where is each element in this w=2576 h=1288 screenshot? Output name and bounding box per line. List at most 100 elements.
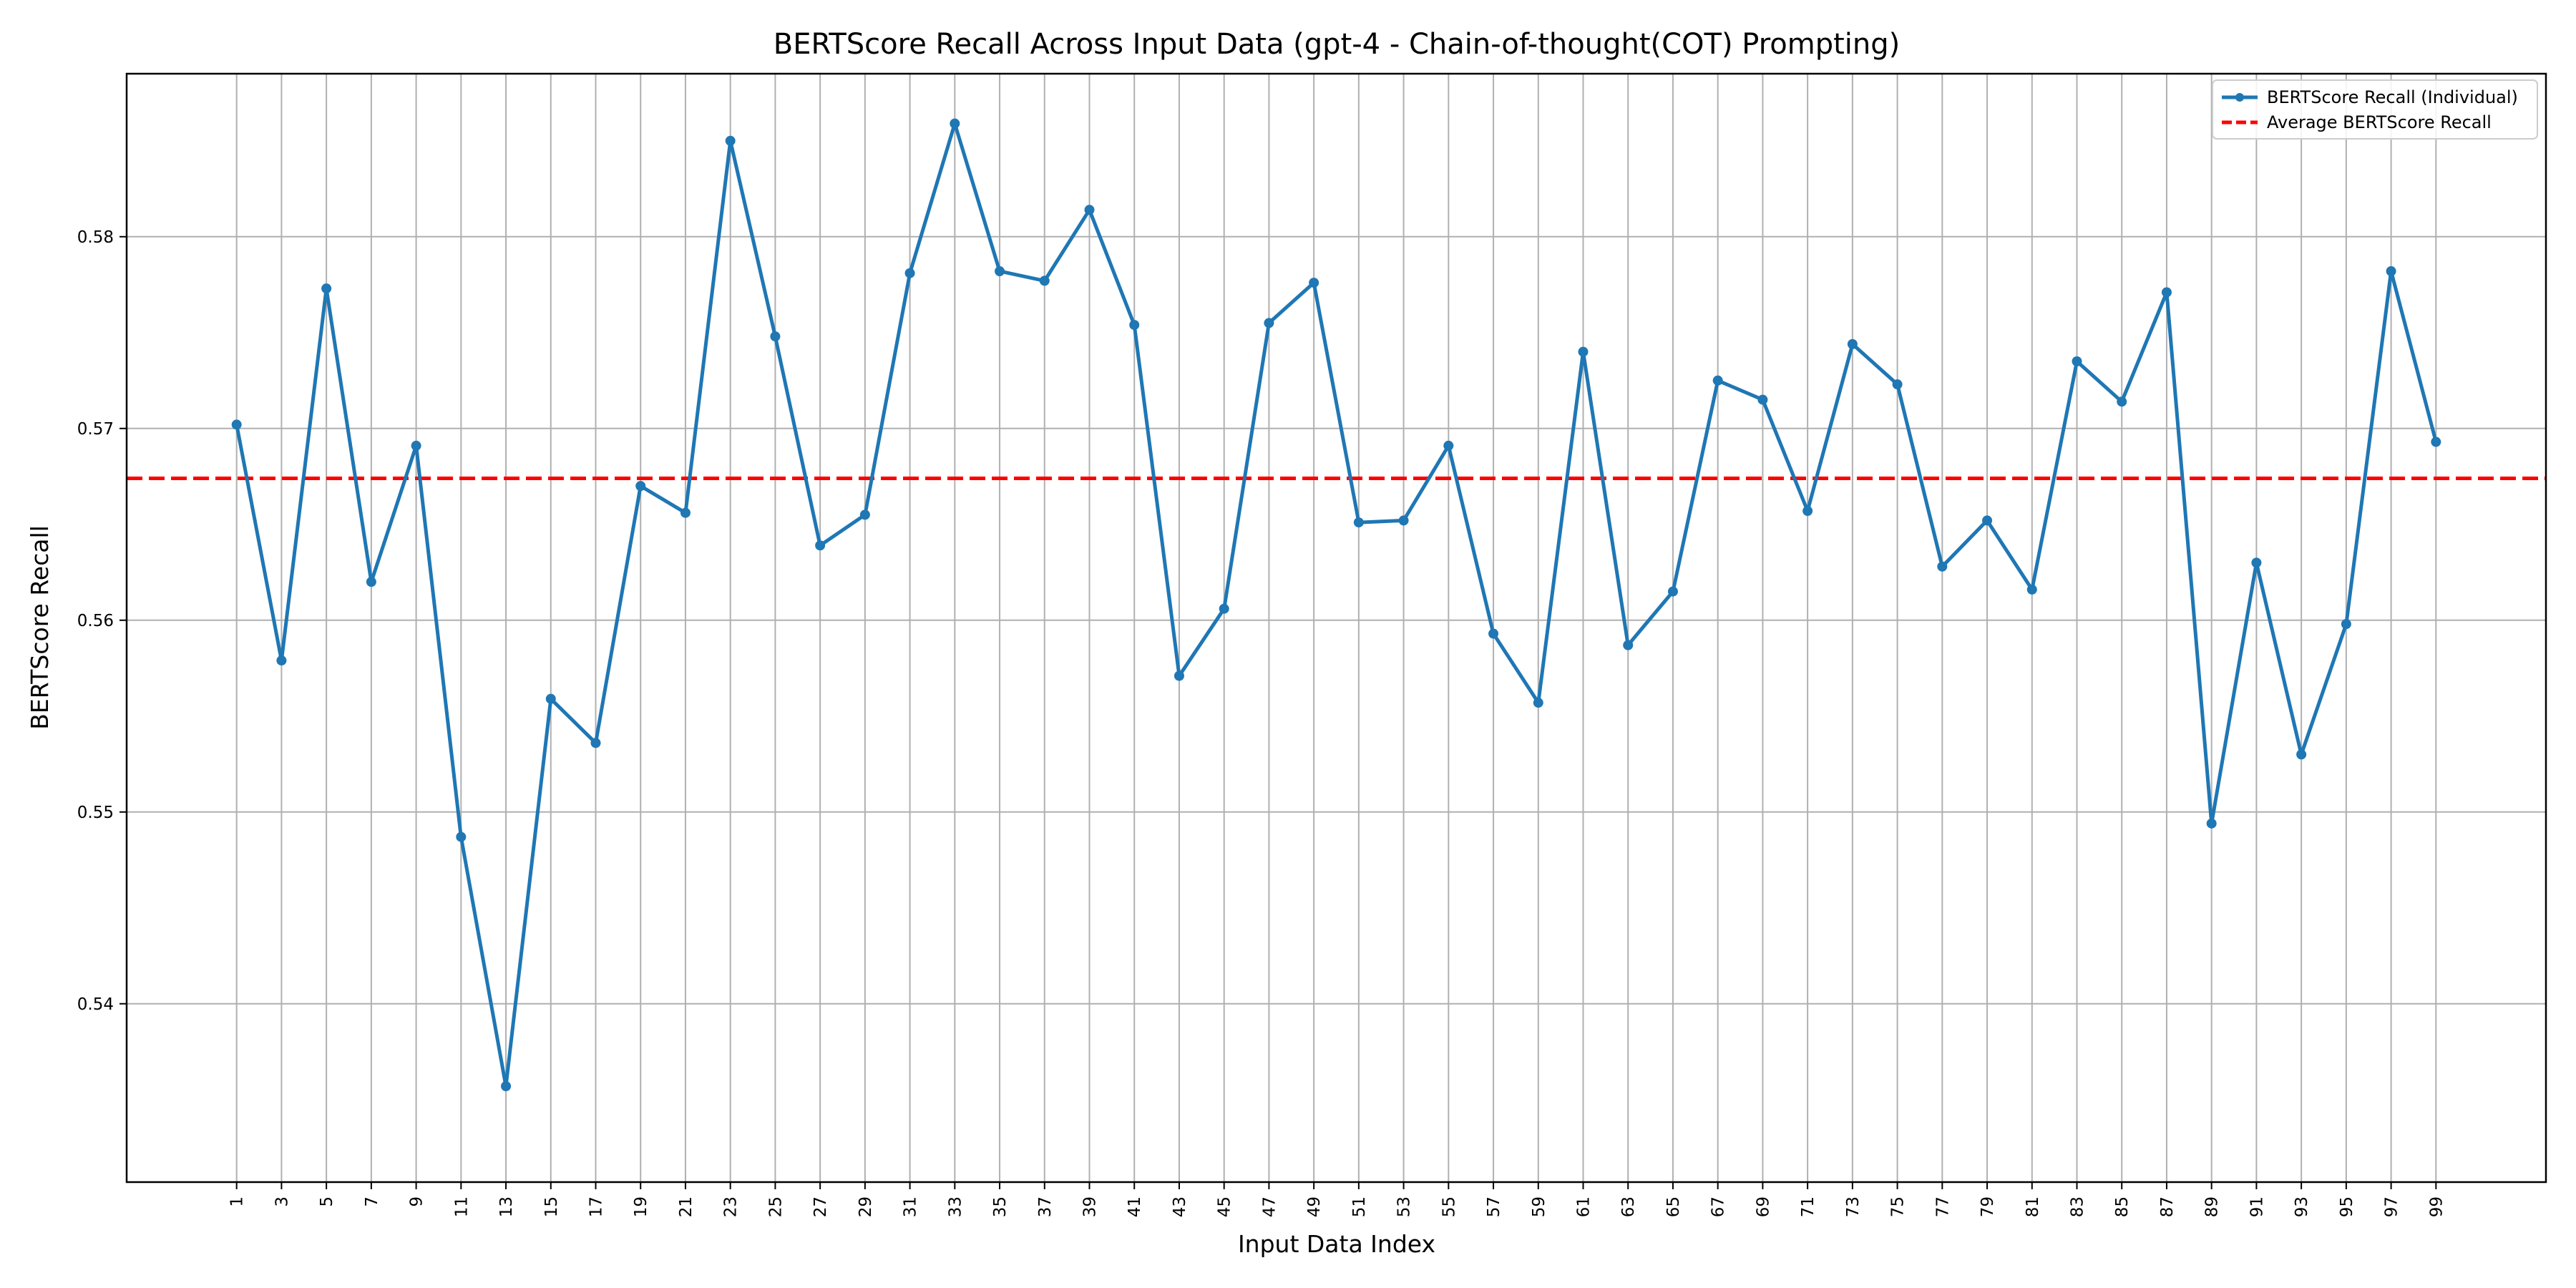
x-tick-label: 63 xyxy=(1619,1196,1638,1217)
x-tick-label: 27 xyxy=(811,1196,830,1217)
x-tick-label: 41 xyxy=(1126,1196,1144,1217)
x-tick-label: 3 xyxy=(273,1196,291,1207)
data-point xyxy=(231,419,242,430)
x-tick-label: 85 xyxy=(2113,1196,2132,1217)
data-point xyxy=(1847,338,1858,349)
x-tick-label: 33 xyxy=(946,1196,965,1217)
x-tick-label: 21 xyxy=(677,1196,696,1217)
legend-box xyxy=(2212,79,2538,140)
y-tick-label: 0.57 xyxy=(77,420,114,439)
data-point xyxy=(680,507,691,518)
data-point xyxy=(1174,670,1184,681)
x-tick-label: 29 xyxy=(857,1196,875,1217)
x-tick-label: 95 xyxy=(2338,1196,2356,1217)
x-tick-label: 65 xyxy=(1664,1196,1683,1217)
x-tick-label: 1 xyxy=(228,1196,247,1207)
data-point xyxy=(456,831,467,842)
x-tick-label: 93 xyxy=(2293,1196,2311,1217)
data-point xyxy=(815,540,826,551)
x-tick-label: 57 xyxy=(1485,1196,1503,1217)
data-point xyxy=(590,738,601,748)
data-point xyxy=(995,266,1005,277)
data-point xyxy=(1982,515,1993,526)
x-tick-label: 43 xyxy=(1171,1196,1189,1217)
x-tick-label: 49 xyxy=(1305,1196,1324,1217)
x-tick-label: 15 xyxy=(542,1196,561,1217)
x-tick-label: 59 xyxy=(1530,1196,1548,1217)
data-point xyxy=(2386,266,2396,277)
data-point xyxy=(859,509,870,520)
data-point xyxy=(950,118,960,129)
data-point xyxy=(366,577,376,587)
x-tick-label: 37 xyxy=(1036,1196,1055,1217)
data-point xyxy=(1443,440,1454,451)
data-point xyxy=(1892,379,1903,390)
data-point xyxy=(1353,517,1364,528)
data-point xyxy=(635,481,646,492)
x-tick-label: 73 xyxy=(1844,1196,1863,1217)
data-point xyxy=(2026,584,2037,595)
data-point xyxy=(1578,346,1589,357)
data-point xyxy=(1084,205,1095,215)
x-ticks: 1 3 5 7 9 11 13 15 17 19 21 23 25 27 29 31 33 35 37 39 41 43 4… xyxy=(228,1182,2446,1217)
x-tick-label: 45 xyxy=(1216,1196,1234,1217)
data-point xyxy=(1219,603,1229,614)
data-point xyxy=(1398,515,1409,526)
x-tick-label: 19 xyxy=(632,1196,650,1217)
data-point xyxy=(2206,818,2217,829)
x-tick-label: 25 xyxy=(766,1196,785,1217)
data-point xyxy=(1757,394,1768,405)
x-tick-label: 97 xyxy=(2383,1196,2401,1217)
x-tick-label: 99 xyxy=(2427,1196,2446,1217)
x-tick-label: 81 xyxy=(2024,1196,2042,1217)
legend-series-label: BERTScore Recall (Individual) xyxy=(2267,87,2518,107)
series-line xyxy=(235,122,2438,1088)
plot-frame xyxy=(125,72,2547,1184)
data-point xyxy=(1712,375,1723,386)
x-tick-label: 71 xyxy=(1799,1196,1818,1217)
data-point xyxy=(1533,698,1543,708)
x-tick-label: 5 xyxy=(318,1196,336,1207)
y-tick-label: 0.58 xyxy=(77,228,114,247)
x-tick-label: 89 xyxy=(2203,1196,2222,1217)
x-tick-label: 87 xyxy=(2158,1196,2177,1217)
x-tick-label: 55 xyxy=(1440,1196,1458,1217)
x-tick-label: 67 xyxy=(1709,1196,1728,1217)
y-axis-label: BERTScore Recall xyxy=(26,525,54,730)
x-tick-label: 17 xyxy=(587,1196,606,1217)
x-tick-label: 91 xyxy=(2248,1196,2266,1217)
data-point xyxy=(2117,396,2127,407)
data-point xyxy=(2072,356,2082,366)
data-point xyxy=(411,440,421,451)
grid-lines xyxy=(127,74,2546,1182)
data-point xyxy=(1802,506,1813,517)
x-tick-label: 11 xyxy=(452,1196,471,1217)
data-point xyxy=(1488,628,1499,639)
data-point xyxy=(2296,749,2307,760)
data-point xyxy=(770,331,781,342)
chart-title: BERTScore Recall Across Input Data (gpt-… xyxy=(774,28,1901,61)
data-point xyxy=(2341,619,2351,630)
x-tick-label: 39 xyxy=(1081,1196,1100,1217)
x-tick-label: 47 xyxy=(1260,1196,1279,1217)
data-point xyxy=(725,135,736,146)
series-lines xyxy=(231,118,2441,1092)
data-point xyxy=(1264,318,1274,328)
data-point xyxy=(321,283,332,294)
x-tick-label: 31 xyxy=(902,1196,920,1217)
y-ticks: 0.54 0.55 0.56 0.57 0.58 xyxy=(77,228,127,1014)
data-point xyxy=(2431,436,2441,447)
y-tick-label: 0.54 xyxy=(77,995,114,1014)
data-point xyxy=(1309,278,1319,288)
data-point xyxy=(1667,586,1678,597)
x-tick-label: 7 xyxy=(363,1196,381,1207)
x-tick-label: 23 xyxy=(722,1196,741,1217)
x-tick-label: 83 xyxy=(2069,1196,2087,1217)
x-tick-label: 13 xyxy=(497,1196,516,1217)
data-point xyxy=(276,655,287,666)
data-point xyxy=(904,268,915,278)
data-point xyxy=(1129,320,1140,331)
y-tick-label: 0.55 xyxy=(77,804,114,822)
